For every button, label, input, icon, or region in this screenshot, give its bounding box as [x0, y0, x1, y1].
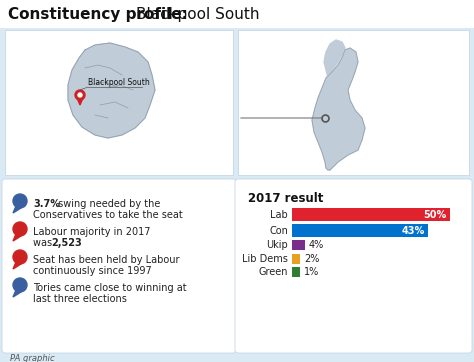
Text: Lib Dems: Lib Dems — [242, 254, 288, 264]
Bar — [292, 254, 300, 264]
Bar — [292, 208, 450, 221]
Text: Con: Con — [269, 226, 288, 236]
Text: 2%: 2% — [304, 254, 319, 264]
Text: 2017 result: 2017 result — [248, 192, 323, 205]
Bar — [5, 30, 233, 175]
Text: Green: Green — [258, 267, 288, 277]
Text: 2,523: 2,523 — [51, 238, 82, 248]
Text: Blackpool South: Blackpool South — [88, 78, 150, 87]
Text: Conservatives to take the seat: Conservatives to take the seat — [33, 210, 183, 220]
Text: Constituency profile:: Constituency profile: — [8, 7, 193, 21]
Circle shape — [13, 278, 27, 292]
Text: Tories came close to winning at: Tories came close to winning at — [33, 283, 187, 293]
Text: Lab: Lab — [270, 210, 288, 219]
Polygon shape — [77, 98, 83, 105]
Polygon shape — [13, 234, 21, 241]
Bar — [0, 0, 474, 28]
Text: Seat has been held by Labour: Seat has been held by Labour — [33, 255, 180, 265]
Polygon shape — [13, 262, 21, 269]
Polygon shape — [13, 206, 21, 213]
Text: Blackpool South: Blackpool South — [136, 7, 259, 21]
Circle shape — [13, 194, 27, 208]
Text: 3.7%: 3.7% — [33, 199, 60, 209]
Text: 4%: 4% — [309, 240, 324, 250]
Circle shape — [13, 250, 27, 264]
FancyBboxPatch shape — [2, 179, 236, 353]
Text: 1%: 1% — [304, 267, 319, 277]
Text: Ukip: Ukip — [266, 240, 288, 250]
Polygon shape — [324, 40, 345, 78]
Polygon shape — [312, 48, 365, 170]
FancyBboxPatch shape — [235, 179, 472, 353]
Text: swing needed by the: swing needed by the — [55, 199, 160, 209]
Text: Labour majority in 2017: Labour majority in 2017 — [33, 227, 151, 237]
Circle shape — [78, 93, 82, 97]
Circle shape — [75, 90, 85, 100]
Bar — [0, 178, 474, 362]
Circle shape — [13, 222, 27, 236]
Text: last three elections: last three elections — [33, 294, 127, 304]
Text: PA graphic: PA graphic — [10, 354, 55, 362]
Bar — [238, 30, 469, 175]
Text: 43%: 43% — [401, 226, 425, 236]
Text: was: was — [33, 238, 55, 248]
Text: 50%: 50% — [424, 210, 447, 219]
Bar — [292, 267, 300, 277]
Polygon shape — [13, 290, 21, 297]
Bar — [292, 240, 305, 250]
Text: continuously since 1997: continuously since 1997 — [33, 266, 152, 276]
Polygon shape — [68, 43, 155, 138]
Bar — [292, 224, 428, 237]
